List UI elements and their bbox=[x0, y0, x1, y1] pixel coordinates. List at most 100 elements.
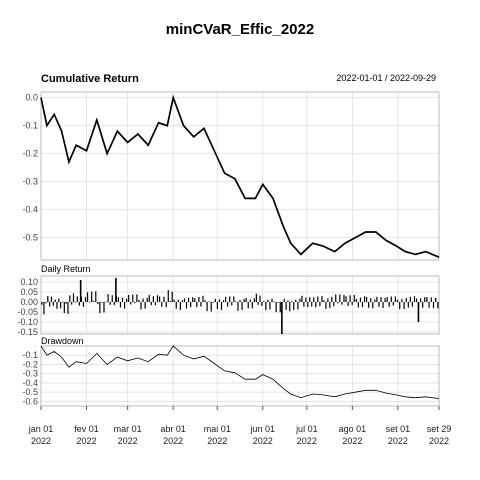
daily-return-bar bbox=[339, 294, 341, 302]
drawdown-ytick-label: -0.6 bbox=[22, 396, 38, 406]
daily-return-bar bbox=[202, 295, 204, 302]
x-tick-year-label: 2022 bbox=[77, 436, 97, 446]
daily-return-bar bbox=[192, 297, 194, 302]
drawdown-panel-title: Drawdown bbox=[41, 336, 84, 346]
daily-return-bar bbox=[291, 301, 293, 302]
daily-return-bar bbox=[267, 299, 269, 302]
daily-return-bar bbox=[325, 302, 327, 309]
daily-return-bar bbox=[347, 302, 349, 307]
daily-return-bar bbox=[428, 302, 430, 308]
daily-return-bar bbox=[80, 296, 82, 302]
daily-panel-title: Daily Return bbox=[41, 264, 91, 274]
daily-return-bar bbox=[355, 298, 357, 302]
daily-return-bar bbox=[277, 302, 279, 303]
cumulative-ytick-label: -0.2 bbox=[22, 149, 38, 159]
daily-ytick-label: 0.10 bbox=[20, 277, 38, 287]
daily-return-bar bbox=[311, 302, 313, 307]
daily-return-bar bbox=[349, 295, 351, 302]
daily-return-bar bbox=[343, 294, 345, 302]
daily-return-bar bbox=[43, 302, 45, 315]
daily-return-bar bbox=[271, 298, 273, 302]
daily-return-bar bbox=[315, 302, 317, 308]
daily-return-bar bbox=[52, 302, 54, 306]
daily-return-bar bbox=[218, 299, 221, 302]
daily-return-bar bbox=[206, 302, 208, 312]
cumulative-panel-title: Cumulative Return bbox=[41, 73, 139, 85]
daily-return-bar bbox=[287, 300, 289, 302]
daily-ytick-label: 0.05 bbox=[20, 287, 38, 297]
daily-return-bar bbox=[361, 302, 364, 308]
cumulative-return-line bbox=[40, 94, 440, 258]
daily-return-bar bbox=[210, 302, 212, 312]
daily-return-bar bbox=[111, 295, 113, 302]
daily-return-bar bbox=[173, 299, 175, 302]
x-tick-label: mar 01 bbox=[114, 424, 142, 434]
daily-return-bar bbox=[161, 302, 163, 307]
daily-return-bar bbox=[175, 302, 177, 309]
daily-return-bar bbox=[196, 302, 198, 308]
cumulative-panel: 0.0 -0.1 -0.2 -0.3 -0.4 -0.5 bbox=[22, 91, 440, 261]
daily-return-bar bbox=[407, 302, 409, 308]
daily-return-bar bbox=[76, 296, 78, 302]
daily-return-bar bbox=[275, 302, 277, 313]
daily-return-bar bbox=[41, 302, 43, 305]
daily-return-bar bbox=[372, 302, 374, 309]
daily-return-bar bbox=[225, 296, 227, 302]
daily-return-bar bbox=[84, 297, 87, 302]
daily-return-bar bbox=[378, 302, 380, 307]
daily-return-bar bbox=[297, 302, 299, 310]
daily-return-bar bbox=[424, 297, 426, 302]
daily-return-bar bbox=[417, 302, 420, 322]
daily-return-bar bbox=[329, 302, 331, 308]
daily-return-bar bbox=[409, 296, 411, 302]
daily-return-bar bbox=[65, 302, 67, 304]
daily-return-bar bbox=[86, 292, 89, 302]
daily-return-bar bbox=[233, 296, 235, 302]
daily-return-bar bbox=[269, 302, 271, 310]
daily-yticks: 0.100.050.00-0.05-0.10-0.15 bbox=[17, 277, 38, 337]
daily-return-bar bbox=[99, 302, 101, 314]
daily-return-bar bbox=[363, 296, 366, 302]
x-tick-label: set 01 bbox=[386, 424, 411, 434]
daily-return-bar bbox=[317, 296, 319, 302]
daily-return-bar bbox=[426, 297, 428, 302]
daily-return-bar bbox=[179, 302, 181, 311]
daily-return-bar bbox=[54, 299, 56, 302]
daily-return-bar bbox=[357, 302, 359, 308]
daily-return-bar bbox=[158, 296, 161, 302]
daily-return-bar bbox=[214, 298, 216, 302]
daily-return-bar bbox=[61, 301, 64, 303]
daily-return-bar bbox=[101, 302, 103, 303]
x-tick-year-label: 2022 bbox=[388, 436, 408, 446]
daily-return-bar bbox=[138, 299, 140, 302]
daily-return-bar bbox=[437, 302, 439, 309]
drawdown-ytick-label: -0.4 bbox=[22, 378, 38, 388]
daily-return-bar bbox=[417, 302, 420, 308]
daily-return-bar bbox=[303, 302, 305, 307]
daily-return-bar bbox=[374, 299, 376, 302]
daily-return-bar bbox=[148, 294, 150, 302]
daily-return-bar bbox=[67, 302, 69, 314]
daily-return-bar bbox=[307, 302, 309, 308]
daily-return-bar bbox=[259, 295, 261, 302]
cumulative-ytick-label: 0.0 bbox=[25, 93, 38, 103]
daily-return-bar bbox=[79, 280, 82, 302]
daily-return-bar bbox=[432, 302, 435, 309]
daily-return-bar bbox=[89, 302, 91, 303]
drawdown-line bbox=[40, 345, 440, 399]
daily-return-bar bbox=[237, 302, 239, 311]
daily-return-bar bbox=[171, 291, 173, 302]
daily-return-bar bbox=[63, 302, 65, 314]
daily-return-bar bbox=[181, 300, 184, 302]
daily-return-bar bbox=[142, 298, 144, 302]
daily-return-bar bbox=[56, 302, 58, 309]
daily-return-bar bbox=[331, 296, 333, 302]
daily-return-bar bbox=[321, 296, 323, 302]
x-tick-label: abr 01 bbox=[160, 424, 186, 434]
cumulative-ytick-label: -0.5 bbox=[22, 233, 38, 243]
daily-return-bar bbox=[169, 301, 171, 302]
cumulative-ytick-label: -0.1 bbox=[22, 121, 38, 131]
daily-return-bar bbox=[190, 302, 192, 308]
daily-return-bar bbox=[405, 297, 407, 302]
daily-return-bar bbox=[253, 298, 255, 302]
